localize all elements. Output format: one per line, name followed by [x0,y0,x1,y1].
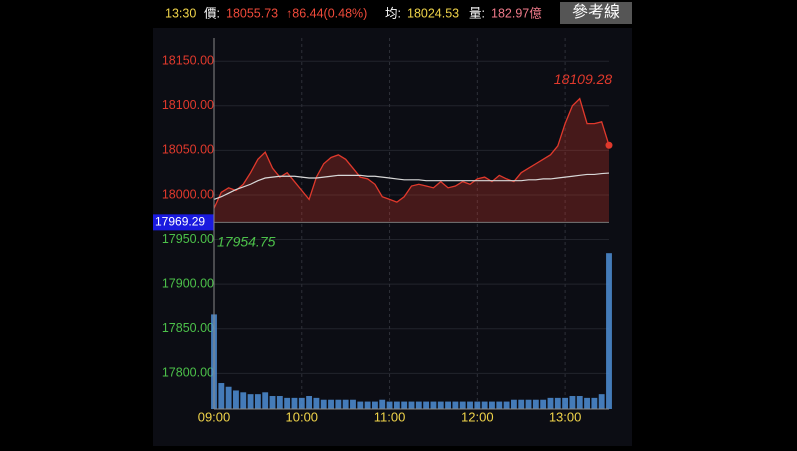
volume-bar [467,401,473,409]
panel [153,28,632,446]
x-tick-label: 11:00 [374,409,406,424]
volume-bar [401,401,408,409]
volume-bar [240,392,247,409]
button[interactable] [560,2,632,24]
button-label[interactable]: 參考線 [572,3,620,21]
header-change: ↑86.44(0.48%) [286,6,367,20]
volume-bar [342,399,349,409]
volume-bar [474,401,481,409]
volume-bar [525,399,532,409]
volume-bar [591,397,598,409]
header-avg: 18024.53 [407,6,459,20]
x-tick-label: 13:00 [549,409,582,424]
y-tick-label: 18100.00 [162,98,214,112]
volume-bar [584,397,590,409]
volume-bar [445,401,451,409]
y-tick-label: 18150.00 [162,53,214,67]
y-tick-label: 17950.00 [162,232,214,246]
header-label: 量: [469,6,485,20]
volume-bar [320,399,327,409]
volume-bar [254,394,261,409]
price-line [213,97,610,209]
header-label: 價: [204,6,220,20]
volume-bar [554,397,561,409]
price-area [214,98,609,223]
volume-bar [328,399,334,409]
volume-bar [364,401,371,409]
volume-bar [459,401,466,409]
x-tick-label: 09:00 [198,409,231,424]
volume-bar [379,399,386,409]
volume-bar [335,399,342,409]
x-tick-label: 12:00 [461,409,494,424]
volume-bar [276,396,283,409]
volume-bar [225,386,232,409]
volume-bar [518,399,525,409]
volume-bar [415,401,422,409]
volume-bar [481,401,488,409]
volume-bar [233,390,239,409]
y-tick-label: 18050.00 [162,143,214,157]
y-tick-label: 17850.00 [162,321,214,335]
y-tick-label: 18000.00 [162,187,214,201]
volume-bar [532,399,539,409]
volume-bar [357,401,364,409]
volume-bar [598,394,605,409]
volume-bar [269,396,276,409]
volume-bar [306,396,313,409]
volume-bar [562,397,569,409]
volume-bar [576,396,583,409]
volume-bar [540,399,547,409]
volume-bar [218,383,225,409]
reference-label: 17969.29 [155,215,205,229]
volume-bar [313,397,320,409]
volume-bar [386,401,393,409]
header-volume: 182.97億 [491,6,542,20]
y-tick-label: 17900.00 [162,276,214,290]
volume-bar [496,401,503,409]
reference-label-bg [153,214,214,231]
volume-bar [262,392,269,409]
header-price: 18055.73 [226,6,278,20]
volume-bar [547,397,554,409]
average-line [213,172,610,200]
volume-bar [430,401,437,409]
volume-bar [393,401,400,409]
volume-bar [569,396,576,409]
header-time: 13:30 [165,6,196,20]
y-tick-label: 17800.00 [162,366,214,380]
header-label: 均: [385,6,401,20]
x-tick-label: 10:00 [286,409,319,424]
volume-bar [452,401,459,409]
volume-bar [284,397,291,409]
volume-bar [606,253,612,409]
volume-bar [247,394,254,409]
volume-bar [503,401,510,409]
volume-bar [372,401,378,409]
volume-bar [489,401,495,409]
volume-bar [298,397,305,409]
volume-bar [437,401,444,409]
volume-bar [423,401,430,409]
volume-bar [350,399,356,409]
volume-bar [291,397,298,409]
max-label: 18109.28 [554,71,613,87]
volume-bar [408,401,415,409]
volume-bar [510,399,517,409]
min-label: 17954.75 [217,234,276,250]
last-point [605,141,613,149]
